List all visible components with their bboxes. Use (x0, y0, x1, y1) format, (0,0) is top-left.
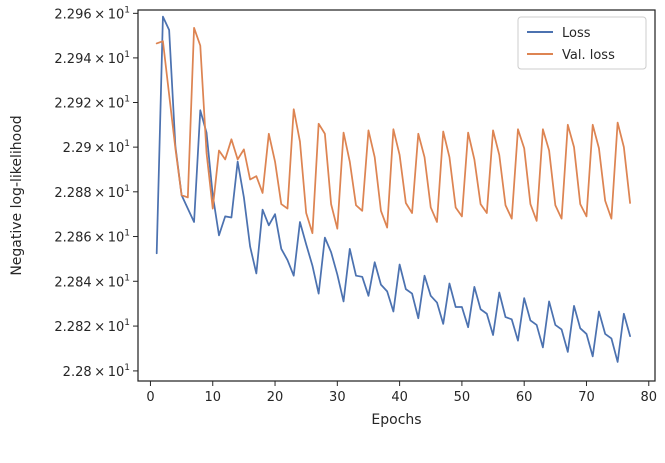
y-tick-label: 2.294 × 101 (54, 50, 130, 67)
x-tick-label: 30 (329, 390, 346, 405)
series-line-val-loss (155, 26, 631, 235)
y-tick-label: 2.282 × 101 (54, 318, 130, 335)
y-tick-label: 2.286 × 101 (54, 229, 130, 246)
x-tick-label: 20 (267, 390, 284, 405)
y-tick-label: 2.292 × 101 (54, 94, 130, 111)
x-tick-label: 0 (146, 390, 154, 405)
y-tick-label: 2.288 × 101 (54, 184, 130, 201)
legend-box (517, 16, 647, 70)
x-tick-label: 40 (391, 390, 408, 405)
legend-label: Val. loss (562, 48, 615, 63)
x-axis-label: Epochs (371, 412, 421, 428)
y-tick-label: 2.284 × 101 (54, 273, 130, 290)
y-tick-label: 2.28 × 101 (63, 363, 130, 380)
x-tick-label: 60 (516, 390, 533, 405)
series-line-loss (155, 15, 631, 363)
y-axis-label: Negative log-likelihood (9, 115, 25, 275)
legend-label: Loss (562, 26, 591, 41)
legend: Loss Val. loss (517, 16, 647, 70)
x-tick-label: 50 (454, 390, 471, 405)
y-tick-label: 2.29 × 101 (63, 139, 130, 156)
x-tick-label: 70 (578, 390, 595, 405)
x-tick-label: 80 (640, 390, 657, 405)
axes-frame (137, 9, 656, 382)
y-axis-ticks: 2.28 × 101 2.282 × 101 2.284 × 101 2.286 × … (54, 5, 138, 380)
x-axis-ticks: 0 10 20 30 40 50 60 70 80 (146, 381, 657, 405)
y-tick-label: 2.296 × 101 (54, 5, 130, 22)
x-tick-label: 10 (204, 390, 221, 405)
plot-lines (155, 15, 631, 363)
